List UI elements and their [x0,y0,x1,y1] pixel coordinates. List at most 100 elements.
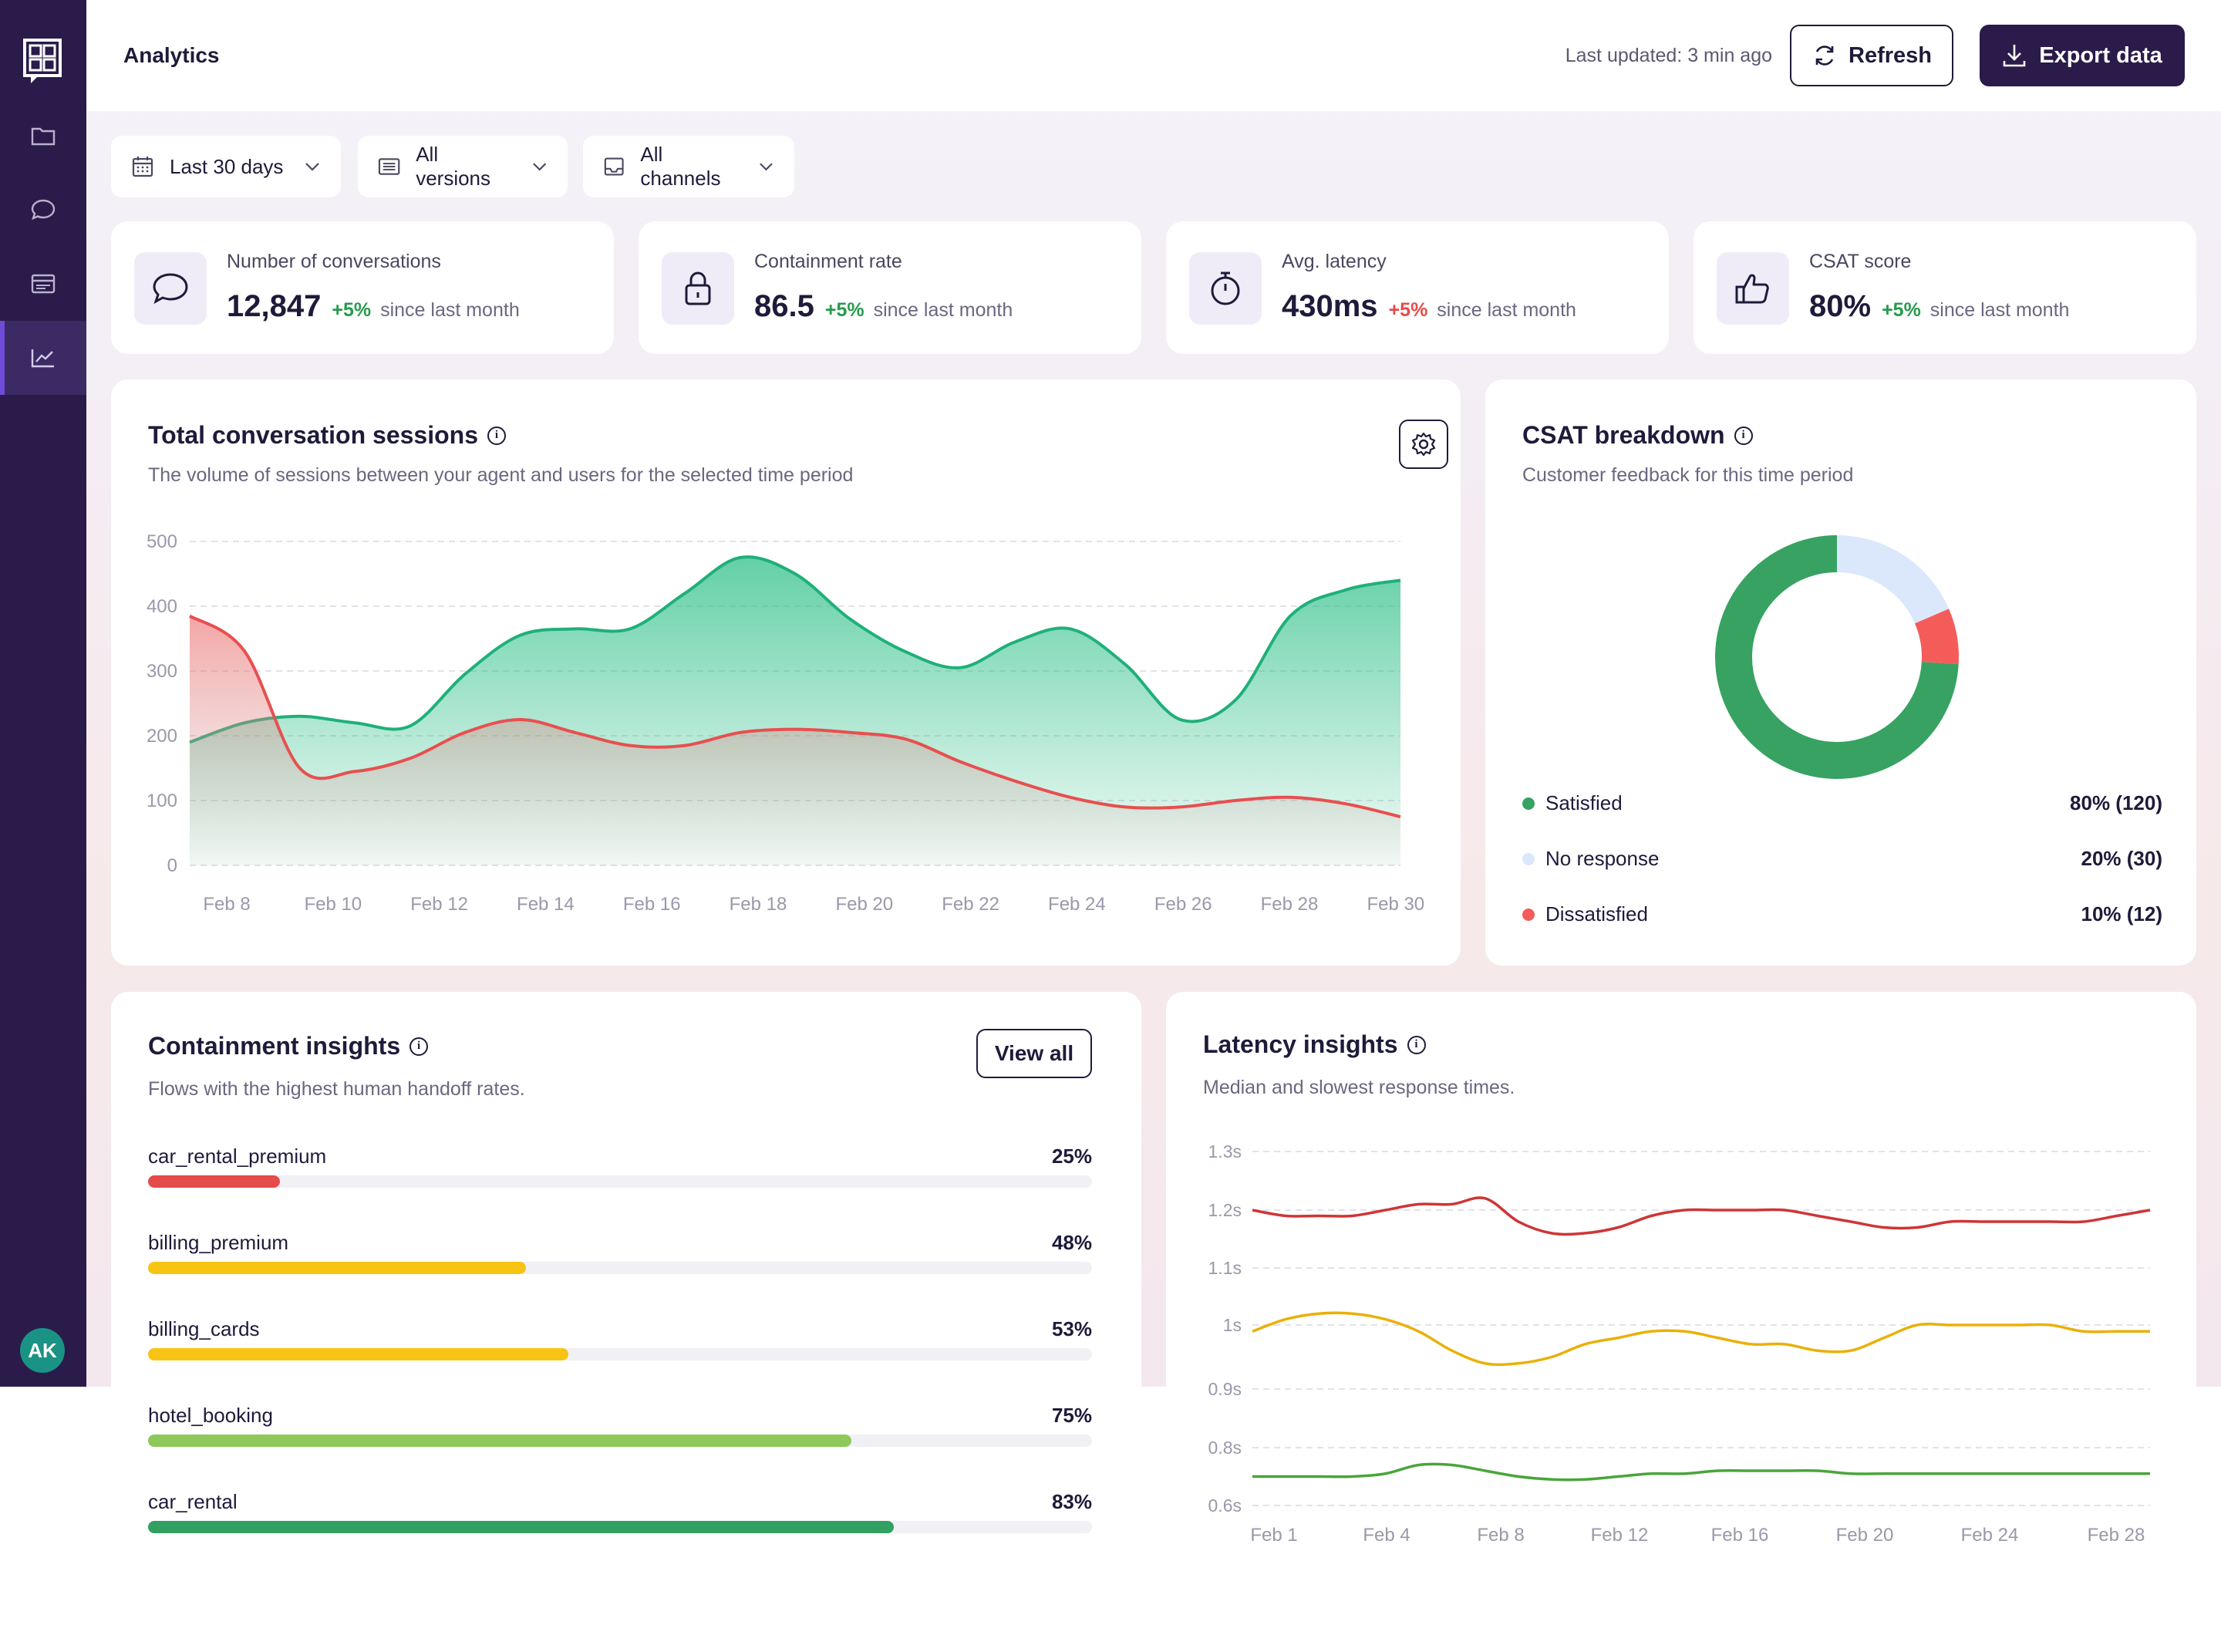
date-range-label: Last 30 days [170,154,284,178]
csat-donut-chart [1715,535,1959,779]
nav-analytics[interactable] [0,321,86,395]
flow-name: billing_cards [148,1317,260,1340]
containment-card: Containment insights i Flows with the hi… [111,992,1141,1652]
csat-title: CSAT breakdown i [1522,421,1753,450]
info-icon[interactable]: i [487,426,506,445]
flow-bar-fill [148,1435,851,1447]
latency-title-text: Latency insights [1203,1030,1398,1058]
y-tick-label: 0.9s [1208,1379,1242,1399]
flow-bar-track [148,1262,1092,1274]
x-tick-label: Feb 8 [1477,1525,1524,1546]
sessions-area-chart: 0 100 200 300 400 500 Feb 8 Feb 10 Feb 12 Feb 14 F… [147,531,1424,915]
nav-projects[interactable] [0,99,86,173]
legend-dissatisfied: Dissatisfied 10% (12) [1522,902,2162,926]
flow-percentage: 75% [1051,1404,1092,1427]
x-tick-label: Feb 24 [1961,1525,2019,1546]
y-tick-label: 400 [147,596,177,617]
kpi-value: 12,847 [227,289,322,323]
kpi-since: since last month [1437,299,1576,321]
top-bar: Analytics Last updated: 3 min ago Refres… [86,0,2221,111]
flow-row[interactable]: car_rental 83% [148,1490,1092,1552]
x-tick-label: Feb 16 [623,894,681,915]
nav-conversations[interactable] [0,173,86,247]
view-all-button[interactable]: View all [976,1029,1092,1078]
y-tick-label: 0 [167,855,177,876]
donut-slice-no-response[interactable] [1836,535,1950,625]
download-icon [2003,45,2026,67]
chart-settings-button[interactable] [1399,420,1448,469]
legend-dot [1522,908,1535,921]
x-tick-label: Feb 1 [1250,1525,1297,1546]
user-avatar[interactable]: AK [20,1328,65,1373]
kpi-change: +5% [1882,299,1921,321]
x-tick-label: Feb 12 [410,894,468,915]
flow-name: hotel_booking [148,1404,273,1427]
flow-name: car_rental_premium [148,1145,327,1168]
refresh-label: Refresh [1849,42,1932,68]
channels-label: All channels [640,143,721,190]
thumbs-up-icon [1717,252,1789,325]
x-tick-label: Feb 24 [1048,894,1106,915]
x-tick-label: Feb 8 [203,894,250,915]
sidebar: AK [0,0,86,1387]
sessions-title-text: Total conversation sessions [148,421,478,449]
chat-icon [31,199,56,221]
info-icon[interactable]: i [1407,1035,1426,1054]
donut-slice-dissatisfied[interactable] [1914,609,1959,665]
latency-series-line [1252,1462,2150,1482]
x-tick-label: Feb 28 [2088,1525,2145,1546]
series-area [190,615,1400,865]
csat-subtitle: Customer feedback for this time period [1522,464,1854,486]
info-icon[interactable]: i [1734,426,1753,445]
export-label: Export data [2039,42,2162,68]
refresh-icon [1815,46,1834,66]
flow-bar-fill [148,1175,281,1188]
flow-row[interactable]: hotel_booking 75% [148,1404,1092,1465]
flow-name: car_rental [148,1490,238,1513]
info-icon[interactable]: i [409,1037,429,1056]
lock-icon [662,252,734,325]
kpi-change: +5% [824,299,864,321]
containment-title: Containment insights i [148,1032,429,1060]
flow-row[interactable]: billing_cards 53% [148,1317,1092,1379]
sessions-card: Total conversation sessions i The volume… [111,379,1461,966]
x-tick-label: Feb 18 [730,894,787,915]
y-tick-label: 1s [1223,1315,1242,1335]
csat-title-text: CSAT breakdown [1522,421,1725,449]
y-tick-label: 1.2s [1208,1200,1242,1220]
flow-row[interactable]: billing_premium 48% [148,1231,1092,1293]
flow-percentage: 25% [1051,1145,1092,1168]
series-line [189,555,1401,744]
flow-bar-fill [148,1262,526,1274]
legend-dot [1522,797,1535,810]
legend-dot [1522,852,1535,865]
legend-no-response: No response 20% (30) [1522,847,2162,871]
rasa-logo[interactable] [23,39,62,85]
y-tick-label: 0.6s [1208,1495,1242,1515]
flow-row[interactable]: car_rental_premium 25% [148,1145,1092,1206]
last-updated-text: Last updated: 3 min ago [1565,45,1772,66]
flow-bar-track [148,1175,1092,1188]
y-tick-label: 300 [147,661,177,682]
y-tick-label: 1.3s [1208,1141,1242,1161]
date-range-dropdown[interactable]: Last 30 days [111,136,341,197]
series-line [188,614,1401,818]
donut-slice-satisfied[interactable] [1715,535,1959,779]
flow-percentage: 53% [1051,1317,1092,1340]
latency-line-chart: 0.6s 0.8s 0.9s 1s 1.1s 1.2s 1.3s Feb 1 Feb 4 Feb … [1208,1141,2151,1546]
refresh-button[interactable]: Refresh [1790,25,1953,86]
versions-dropdown[interactable]: All versions [358,136,568,197]
flow-bar-track [148,1348,1092,1360]
x-tick-label: Feb 20 [835,894,893,915]
flow-bar-track [148,1435,1092,1447]
csat-card: CSAT breakdown i Customer feedback for t… [1485,379,2196,966]
latency-series-line [1252,1196,2151,1236]
latency-card: Latency insights i Median and slowest re… [1166,992,2196,1652]
legend-label: Dissatisfied [1545,902,1648,925]
sessions-subtitle: The volume of sessions between your agen… [148,464,854,486]
x-tick-label: Feb 20 [1836,1525,1894,1546]
channels-dropdown[interactable]: All channels [583,136,794,197]
export-data-button[interactable]: Export data [1980,25,2185,86]
nav-flows[interactable] [0,247,86,321]
